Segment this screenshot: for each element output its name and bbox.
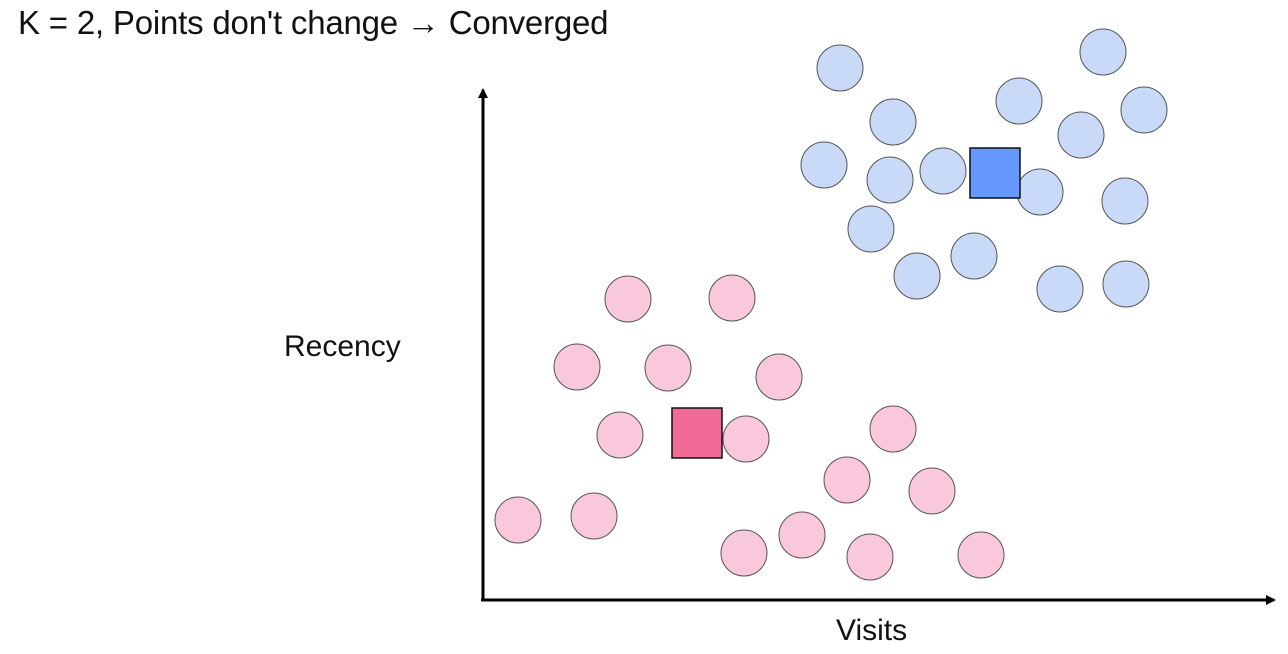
cluster-1-point-9 (919, 147, 967, 195)
cluster-1-point-11 (1101, 177, 1149, 225)
cluster-2-point-14 (778, 511, 826, 559)
cluster-1-point-15 (1036, 265, 1084, 313)
cluster-2-point-9 (494, 496, 542, 544)
cluster-1-point-4 (995, 77, 1043, 125)
cluster-1-point-12 (847, 205, 895, 253)
cluster-1-point-3 (869, 98, 917, 146)
x-axis-label: Visits (836, 614, 908, 647)
cluster-2-point-7 (722, 415, 770, 463)
cluster-2-point-2 (708, 274, 756, 322)
cluster-2-point-13 (720, 529, 768, 577)
cluster-2-centroid (671, 407, 723, 459)
cluster-1-point-1 (816, 44, 864, 92)
cluster-1-point-8 (866, 156, 914, 204)
cluster-2-point-3 (553, 343, 601, 391)
cluster-2-point-11 (823, 456, 871, 504)
points-layer (494, 28, 1168, 581)
cluster-1-point-13 (950, 232, 998, 280)
cluster-2-point-15 (846, 533, 894, 581)
cluster-2-point-4 (644, 344, 692, 392)
cluster-1-point-2 (1079, 28, 1127, 76)
cluster-1-point-6 (1057, 111, 1105, 159)
cluster-1-point-5 (1120, 86, 1168, 134)
cluster-2-point-1 (604, 275, 652, 323)
cluster-2-point-6 (596, 411, 644, 459)
cluster-1-point-14 (893, 252, 941, 300)
y-axis-label: Recency (284, 330, 401, 363)
cluster-1-point-7 (800, 141, 848, 189)
cluster-1-centroid (969, 147, 1021, 199)
centroids-layer (671, 147, 1021, 459)
cluster-2-point-16 (957, 531, 1005, 579)
cluster-2-point-5 (755, 353, 803, 401)
cluster-1-point-16 (1102, 260, 1150, 308)
cluster-2-point-12 (908, 467, 956, 515)
slide-title: K = 2, Points don't change → Converged (18, 4, 609, 41)
cluster-1-point-10 (1016, 168, 1064, 216)
cluster-2-point-8 (869, 405, 917, 453)
cluster-2-point-10 (570, 492, 618, 540)
